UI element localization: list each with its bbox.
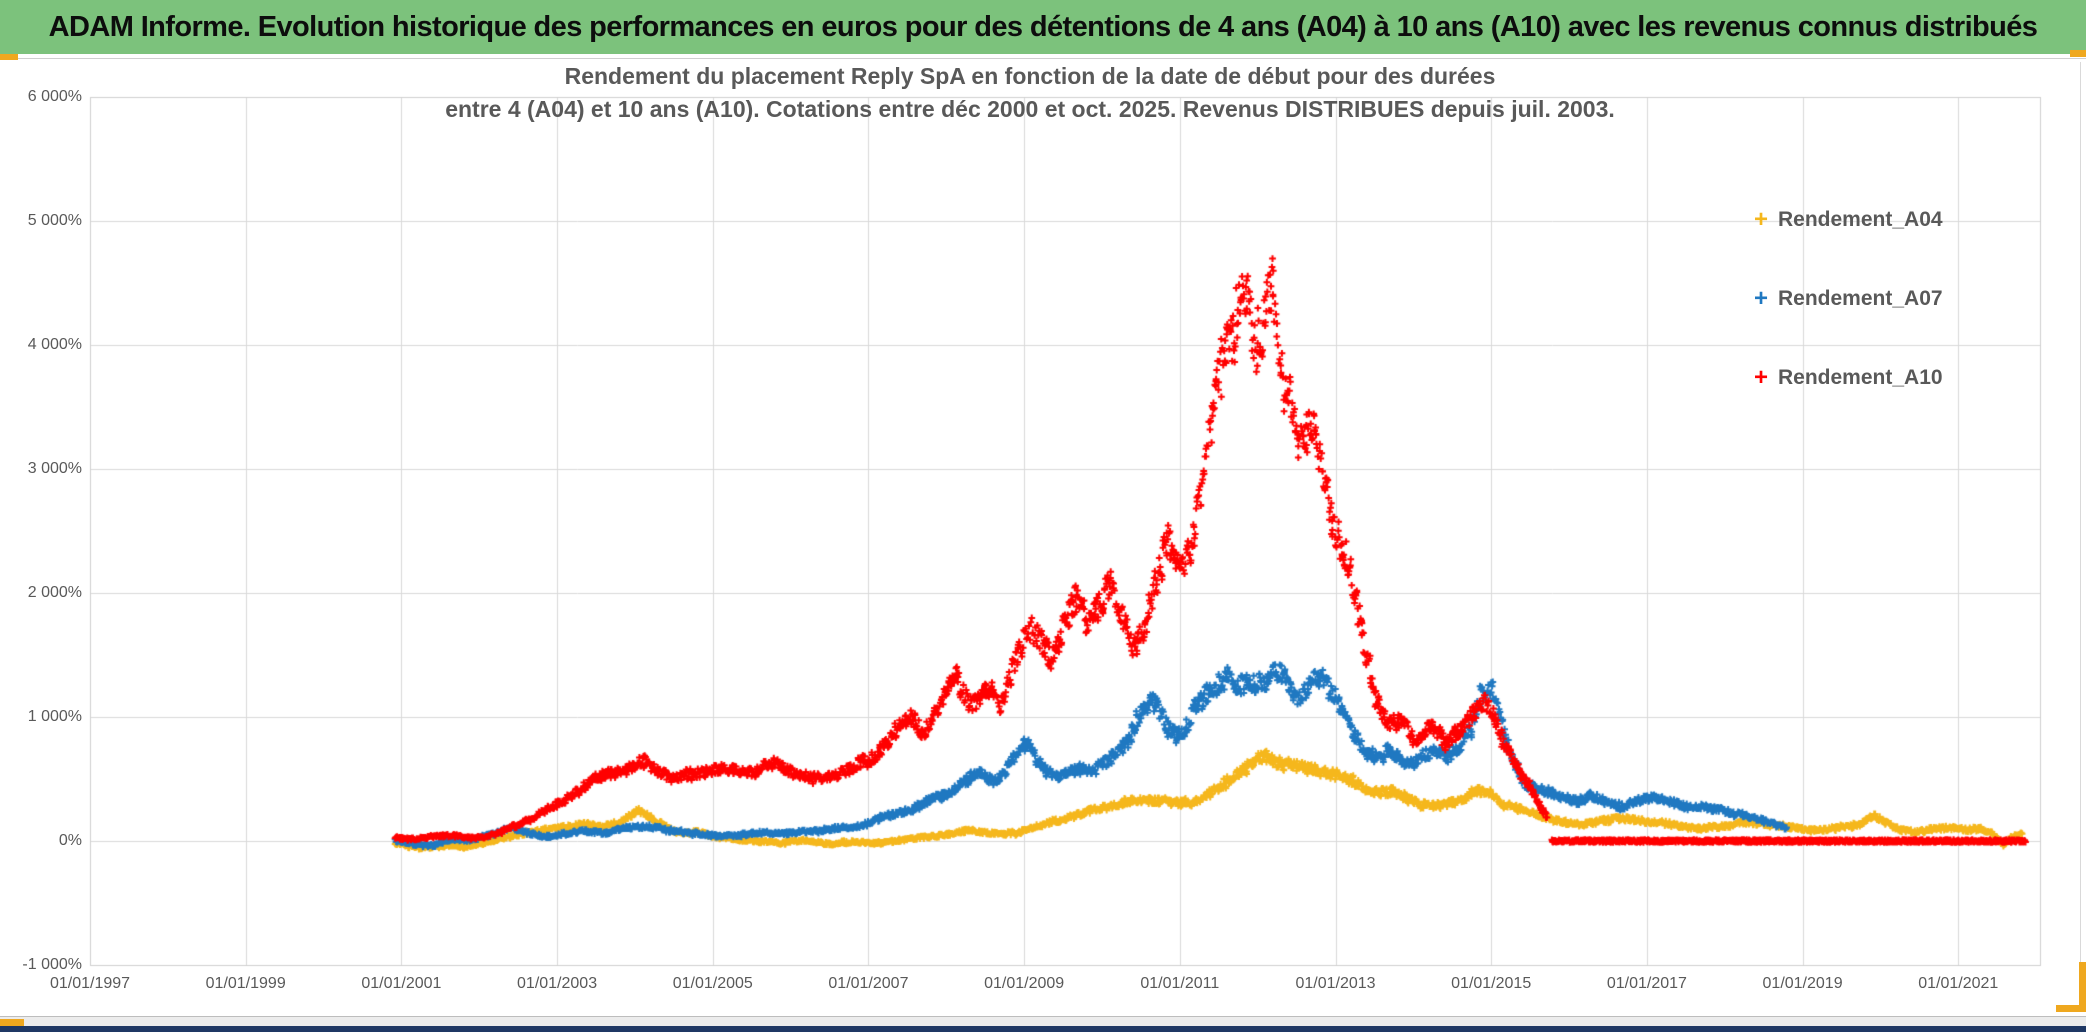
y-axis-tick: 5 000% <box>27 212 82 229</box>
chart-title: Rendement du placement Reply SpA en fonc… <box>300 60 1760 126</box>
legend-label: Rendement_A04 <box>1778 208 1943 231</box>
selection-handle-bottom-left[interactable] <box>0 1019 24 1027</box>
selection-handle-right-edge[interactable] <box>2079 962 2086 1012</box>
x-axis-tick: 01/01/2019 <box>1762 975 1843 992</box>
legend-plus-marker-icon: + <box>1753 206 1768 233</box>
selection-handle-bottom-right[interactable] <box>2056 1005 2086 1012</box>
y-axis-tick: 0% <box>58 832 82 849</box>
chart-title-line2: entre 4 (A04) et 10 ans (A10). Cotations… <box>445 96 1615 122</box>
x-axis-tick: 01/01/2021 <box>1918 975 1999 992</box>
x-axis-tick: 01/01/2017 <box>1606 975 1687 992</box>
legend-label: Rendement_A07 <box>1778 287 1943 310</box>
x-axis-tick: 01/01/1999 <box>205 975 286 992</box>
legend-item-Rendement_A07[interactable]: + Rendement_A07 <box>1748 287 1943 311</box>
bottom-divider-line <box>0 1016 2086 1017</box>
chart-title-line1: Rendement du placement Reply SpA en fonc… <box>564 63 1496 89</box>
legend-label: Rendement_A10 <box>1778 366 1943 389</box>
x-axis-tick: 01/01/2011 <box>1140 975 1220 992</box>
x-axis-tick: 01/01/2007 <box>828 975 909 992</box>
y-axis-tick: 4 000% <box>27 336 82 353</box>
bottom-navy-bar <box>0 1026 2086 1032</box>
x-axis-tick: 01/01/2009 <box>984 975 1065 992</box>
chart-object-right-border <box>2080 62 2081 1012</box>
y-axis-tick: 2 000% <box>27 584 82 601</box>
x-axis-tick: 01/01/1997 <box>49 975 131 992</box>
x-axis-tick: 01/01/2003 <box>517 975 598 992</box>
legend-plus-marker-icon: + <box>1753 285 1768 312</box>
x-axis-tick: 01/01/2005 <box>672 975 753 992</box>
y-axis-tick: 6 000% <box>27 88 82 105</box>
bottom-gray-strip <box>0 1017 2086 1026</box>
legend-item-Rendement_A04[interactable]: + Rendement_A04 <box>1748 208 1943 232</box>
x-axis-tick: 01/01/2015 <box>1451 975 1532 992</box>
legend-item-Rendement_A10[interactable]: + Rendement_A10 <box>1748 366 1943 390</box>
y-axis-tick: -1 000% <box>22 956 82 973</box>
x-axis-tick: 01/01/2013 <box>1295 975 1376 992</box>
legend-plus-marker-icon: + <box>1753 364 1768 391</box>
y-axis-tick: 1 000% <box>27 708 82 725</box>
x-axis-tick: 01/01/2001 <box>361 975 442 992</box>
y-axis-tick: 3 000% <box>27 460 82 477</box>
